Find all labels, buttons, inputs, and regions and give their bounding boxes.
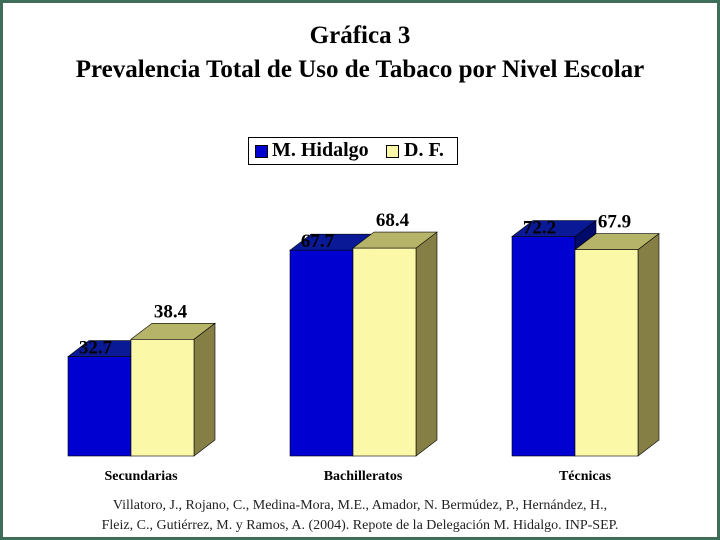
source-line-2: Fleiz, C., Gutiérrez, M. y Ramos, A. (20… <box>101 518 619 533</box>
data-label-d-f-secundarias: 38.4 <box>154 301 188 322</box>
bar-top-m-hidalgo-tecnicas <box>511 220 597 237</box>
data-label-d-f-tecnicas: 67.9 <box>598 212 631 233</box>
category-label-tecnicas: Técnicas <box>559 469 612 484</box>
bar-m-hidalgo-secundarias <box>67 356 132 457</box>
data-label-d-f-bachilleratos: 68.4 <box>376 210 410 231</box>
bar-d-f-bachilleratos <box>352 247 417 457</box>
data-label-m-hidalgo-bachilleratos: 67.7 <box>301 231 335 252</box>
bar-m-hidalgo-tecnicas <box>511 236 576 457</box>
bar-d-f-secundarias <box>130 338 195 457</box>
chart-subtitle: Prevalencia Total de Uso de Tabaco por N… <box>75 56 645 83</box>
legend: M. Hidalgo D. F. <box>248 137 458 165</box>
data-label-m-hidalgo-secundarias: 32.7 <box>79 338 113 359</box>
legend-label-m-hidalgo: M. Hidalgo <box>272 139 369 161</box>
bar-side-d-f-bachilleratos <box>415 231 438 457</box>
legend-swatch-df <box>386 145 399 158</box>
bar-d-f-tecnicas <box>574 249 639 457</box>
bar-m-hidalgo-bachilleratos <box>289 249 354 457</box>
legend-label-df: D. F. <box>404 139 444 161</box>
category-label-bachilleratos: Bachilleratos <box>324 469 403 484</box>
legend-swatch-m-hidalgo <box>255 145 268 158</box>
category-label-secundarias: Secundarias <box>104 469 178 484</box>
data-label-m-hidalgo-tecnicas: 72.2 <box>523 218 556 239</box>
source-line-1: Villatoro, J., Rojano, C., Medina-Mora, … <box>112 498 608 513</box>
chart-title: Gráfica 3 <box>309 22 411 49</box>
bar-top-d-f-bachilleratos <box>352 231 438 249</box>
source-citation: Villatoro, J., Rojano, C., Medina-Mora, … <box>0 496 720 536</box>
bar-side-d-f-tecnicas <box>637 232 660 457</box>
bar-top-d-f-tecnicas <box>574 233 660 250</box>
bar-top-d-f-secundarias <box>130 322 216 340</box>
bar-side-d-f-secundarias <box>193 322 216 457</box>
